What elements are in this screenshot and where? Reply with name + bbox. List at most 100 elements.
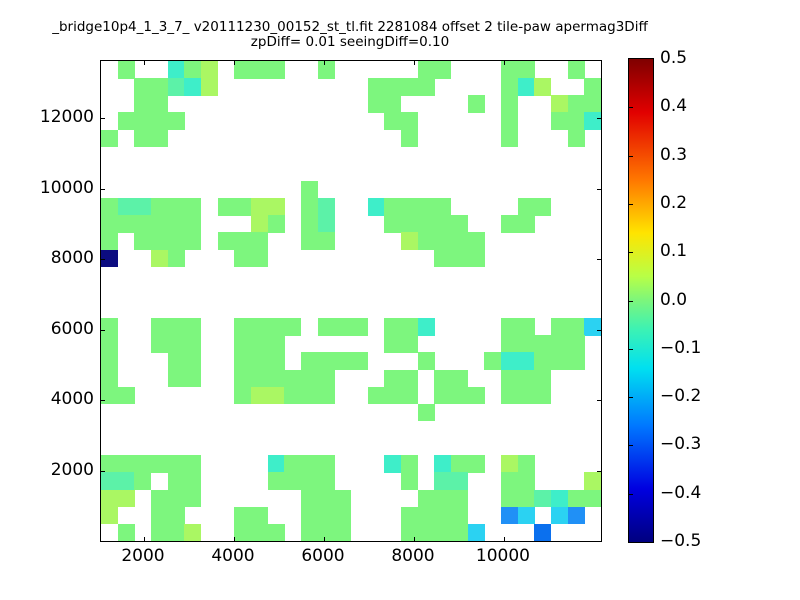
- y-tick-mark: [101, 400, 105, 402]
- heatmap-cell: [367, 198, 385, 216]
- heatmap-cell: [567, 352, 585, 371]
- heatmap-cell: [434, 506, 452, 525]
- x-tick-mark-top: [413, 61, 415, 65]
- heatmap-cell: [401, 318, 419, 336]
- colorbar-tick-label: 0.1: [660, 241, 688, 262]
- y-tick-mark-right: [597, 118, 601, 120]
- heatmap-cell: [534, 352, 552, 371]
- heatmap-cell: [434, 386, 452, 405]
- heatmap-cell: [567, 61, 585, 79]
- heatmap-cell: [384, 95, 402, 113]
- heatmap-cell: [317, 455, 335, 473]
- heatmap-cell: [101, 489, 119, 508]
- heatmap-cell: [551, 352, 569, 371]
- x-tick-label: 10000: [475, 546, 531, 566]
- heatmap-cell: [467, 95, 485, 113]
- x-tick-mark: [143, 537, 145, 541]
- heatmap-cell: [584, 318, 602, 336]
- heatmap-cell: [251, 369, 269, 388]
- y-tick-label: 8000: [50, 248, 94, 269]
- x-tick-mark-top: [143, 61, 145, 65]
- heatmap-cell: [267, 386, 285, 405]
- heatmap-cell: [301, 523, 319, 542]
- heatmap-cell: [401, 523, 419, 542]
- heatmap-cell: [567, 318, 585, 336]
- heatmap-cell: [517, 489, 535, 508]
- heatmap-cell: [517, 318, 535, 336]
- heatmap-cell: [467, 249, 485, 268]
- heatmap-cell: [384, 318, 402, 336]
- x-tick-mark: [503, 537, 505, 541]
- colorbar-tick-label: −0.4: [660, 482, 702, 503]
- heatmap-cell: [284, 318, 302, 336]
- heatmap-cell: [317, 472, 335, 491]
- heatmap-cell: [101, 386, 119, 405]
- heatmap-cell: [517, 335, 535, 353]
- heatmap-cell: [384, 112, 402, 131]
- y-tick-label: 4000: [50, 389, 94, 410]
- heatmap-cell: [301, 472, 319, 491]
- heatmap-cell: [501, 318, 519, 336]
- heatmap-cell: [317, 61, 335, 79]
- heatmap-cell: [284, 472, 302, 491]
- heatmap-cell: [167, 78, 185, 96]
- heatmap-cell: [134, 95, 152, 113]
- heatmap-cell: [234, 386, 252, 405]
- heatmap-cell: [184, 352, 202, 371]
- heatmap-cell: [184, 523, 202, 542]
- y-tick-mark-right: [597, 470, 601, 472]
- heatmap-cell: [384, 455, 402, 473]
- heatmap-cell: [467, 523, 485, 542]
- heatmap-cell: [267, 472, 285, 491]
- heatmap-cell: [401, 215, 419, 233]
- heatmap-cell: [134, 198, 152, 216]
- heatmap-cell: [301, 386, 319, 405]
- heatmap-cell: [351, 352, 369, 371]
- heatmap-cell: [584, 472, 602, 491]
- heatmap-cell: [401, 335, 419, 353]
- heatmap-cell: [301, 181, 319, 199]
- heatmap-cell: [417, 198, 435, 216]
- heatmap-cell: [417, 61, 435, 79]
- heatmap-cell: [101, 232, 119, 251]
- y-tick-label: 2000: [50, 459, 94, 480]
- colorbar-tick-mark: [629, 107, 633, 109]
- heatmap-cell: [434, 489, 452, 508]
- heatmap-cell: [401, 369, 419, 388]
- heatmap-cell: [501, 215, 519, 233]
- heatmap-cell: [267, 352, 285, 371]
- heatmap-cell: [217, 198, 235, 216]
- heatmap-cell: [101, 249, 119, 268]
- heatmap-cell: [367, 78, 385, 96]
- heatmap-cell: [451, 472, 469, 491]
- heatmap-cell: [151, 232, 169, 251]
- heatmap-cell: [101, 198, 119, 216]
- heatmap-cell: [251, 335, 269, 353]
- heatmap-cell: [134, 472, 152, 491]
- x-tick-label: 8000: [391, 546, 435, 566]
- heatmap-cell: [517, 386, 535, 405]
- heatmap-cell: [184, 335, 202, 353]
- heatmap-cell: [167, 61, 185, 79]
- heatmap-cell: [451, 232, 469, 251]
- heatmap-cell: [567, 335, 585, 353]
- heatmap-cell: [151, 506, 169, 525]
- heatmap-cell: [167, 472, 185, 491]
- heatmap-cell: [501, 489, 519, 508]
- colorbar-tick-mark: [629, 155, 633, 157]
- heatmap-cell: [534, 369, 552, 388]
- heatmap-cell: [584, 112, 602, 131]
- heatmap-cell: [117, 472, 135, 491]
- heatmap-cell: [267, 523, 285, 542]
- heatmap-cell: [251, 215, 269, 233]
- heatmap-cell: [417, 506, 435, 525]
- heatmap-cell: [384, 78, 402, 96]
- heatmap-cell: [234, 318, 252, 336]
- heatmap-cell: [517, 78, 535, 96]
- heatmap-cell: [151, 95, 169, 113]
- y-tick-mark-right: [597, 259, 601, 261]
- heatmap-cell: [501, 352, 519, 371]
- heatmap-cell: [417, 523, 435, 542]
- heatmap-cell: [401, 386, 419, 405]
- heatmap-cell: [334, 489, 352, 508]
